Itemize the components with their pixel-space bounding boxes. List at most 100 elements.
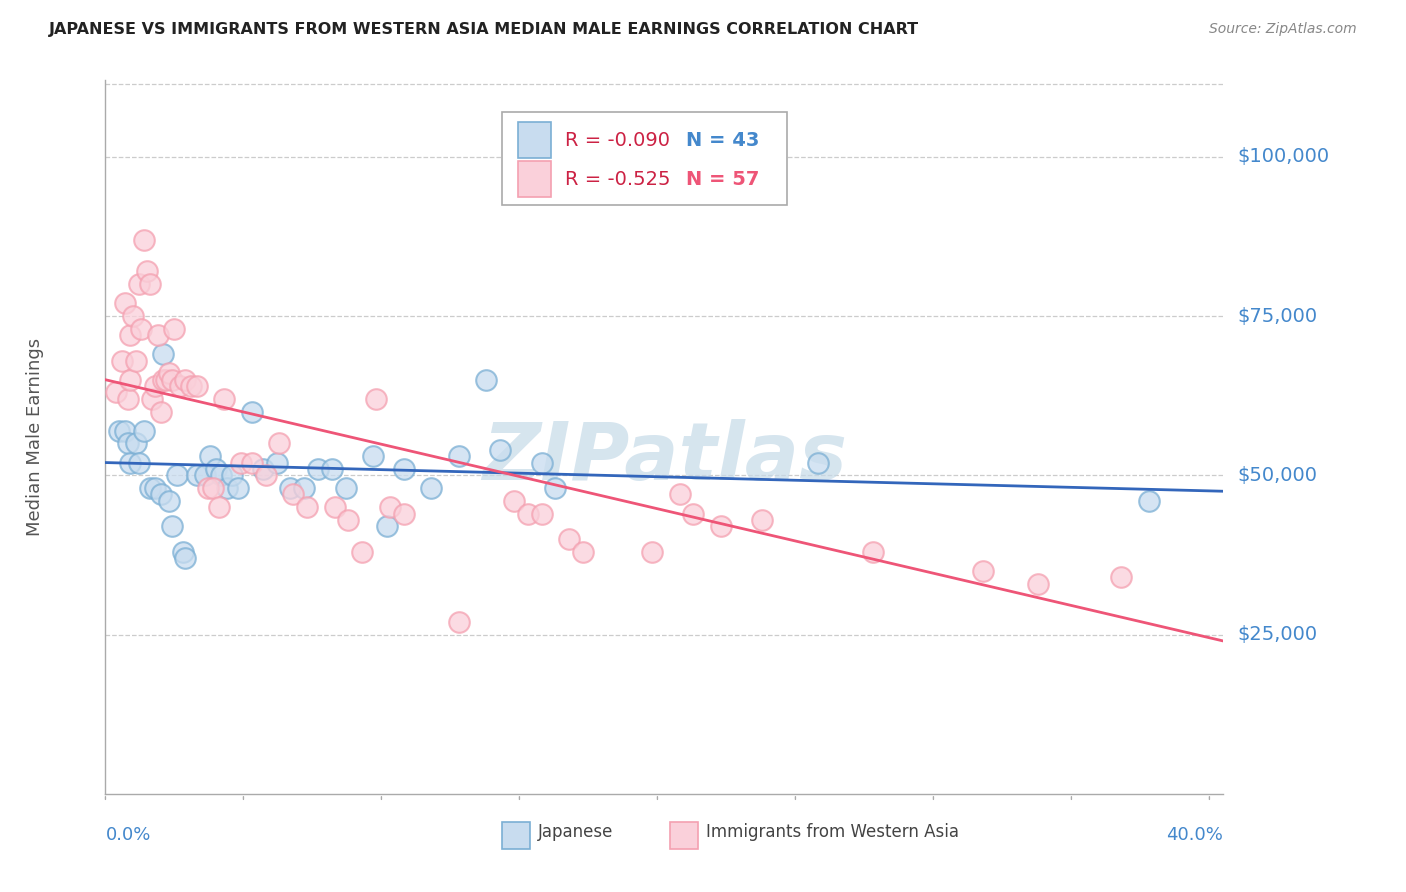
Point — [240, 404, 263, 418]
Text: JAPANESE VS IMMIGRANTS FROM WESTERN ASIA MEDIAN MALE EARNINGS CORRELATION CHART: JAPANESE VS IMMIGRANTS FROM WESTERN ASIA… — [49, 22, 920, 37]
Point — [111, 353, 134, 368]
Text: R = -0.525: R = -0.525 — [565, 169, 671, 189]
Point — [352, 545, 374, 559]
Point — [131, 322, 153, 336]
Point — [114, 296, 136, 310]
FancyBboxPatch shape — [502, 112, 787, 205]
Point — [135, 264, 157, 278]
Point — [128, 456, 150, 470]
Point — [138, 481, 160, 495]
Text: 0.0%: 0.0% — [105, 826, 150, 844]
Point — [120, 328, 142, 343]
Point — [197, 481, 219, 495]
Point — [751, 513, 773, 527]
Point — [392, 507, 415, 521]
Point — [530, 507, 553, 521]
Point — [132, 424, 155, 438]
Point — [292, 481, 315, 495]
Point — [157, 493, 180, 508]
Point — [668, 487, 690, 501]
Point — [202, 481, 225, 495]
Point — [174, 373, 197, 387]
Point — [149, 404, 172, 418]
Point — [160, 373, 183, 387]
Bar — [669, 822, 697, 849]
Point — [229, 456, 252, 470]
Point — [172, 545, 194, 559]
Point — [105, 385, 128, 400]
Bar — [502, 822, 530, 849]
Point — [152, 373, 174, 387]
Point — [143, 379, 166, 393]
Text: Source: ZipAtlas.com: Source: ZipAtlas.com — [1209, 22, 1357, 37]
Point — [280, 481, 302, 495]
Point — [254, 468, 277, 483]
Point — [378, 500, 401, 515]
Point — [186, 468, 208, 483]
Point — [335, 481, 357, 495]
Point — [489, 442, 512, 457]
Point — [132, 233, 155, 247]
Point — [143, 481, 166, 495]
Bar — [517, 161, 551, 197]
Text: Median Male Earnings: Median Male Earnings — [25, 338, 44, 536]
Point — [125, 436, 148, 450]
Point — [447, 615, 470, 629]
Point — [128, 277, 150, 292]
Point — [1137, 493, 1160, 508]
Point — [194, 468, 217, 483]
Point — [163, 322, 186, 336]
Point — [337, 513, 360, 527]
Point — [215, 481, 238, 495]
Point — [149, 487, 172, 501]
Point — [120, 373, 142, 387]
Point — [114, 424, 136, 438]
Point — [295, 500, 318, 515]
Point — [447, 449, 470, 463]
Point — [146, 328, 169, 343]
Point — [205, 462, 228, 476]
Text: $100,000: $100,000 — [1237, 147, 1329, 166]
Point — [475, 373, 498, 387]
Point — [806, 456, 828, 470]
Point — [1026, 576, 1049, 591]
Point — [392, 462, 415, 476]
Point — [157, 367, 180, 381]
Point — [252, 462, 274, 476]
Point — [122, 309, 145, 323]
Point — [108, 424, 131, 438]
Bar — [517, 122, 551, 158]
Point — [266, 456, 288, 470]
Point — [212, 392, 235, 406]
Point — [180, 379, 202, 393]
Point — [200, 449, 222, 463]
Text: N = 43: N = 43 — [686, 131, 759, 150]
Point — [641, 545, 664, 559]
Text: ZIPatlas: ZIPatlas — [482, 419, 846, 498]
Point — [174, 551, 197, 566]
Point — [240, 456, 263, 470]
Point — [152, 347, 174, 361]
Text: $25,000: $25,000 — [1237, 625, 1317, 644]
Point — [281, 487, 304, 501]
Point — [141, 392, 163, 406]
Point — [710, 519, 733, 533]
Point — [321, 462, 343, 476]
Point — [169, 379, 191, 393]
Text: 40.0%: 40.0% — [1167, 826, 1223, 844]
Text: Immigrants from Western Asia: Immigrants from Western Asia — [706, 822, 959, 840]
Point — [120, 456, 142, 470]
Point — [269, 436, 291, 450]
Text: R = -0.090: R = -0.090 — [565, 131, 669, 150]
Point — [420, 481, 443, 495]
Point — [558, 532, 581, 546]
Point — [207, 500, 229, 515]
Point — [682, 507, 704, 521]
Point — [375, 519, 398, 533]
Text: Japanese: Japanese — [538, 822, 613, 840]
Point — [544, 481, 567, 495]
Point — [186, 379, 208, 393]
Point — [361, 449, 384, 463]
Text: $50,000: $50,000 — [1237, 466, 1317, 485]
Point — [862, 545, 884, 559]
